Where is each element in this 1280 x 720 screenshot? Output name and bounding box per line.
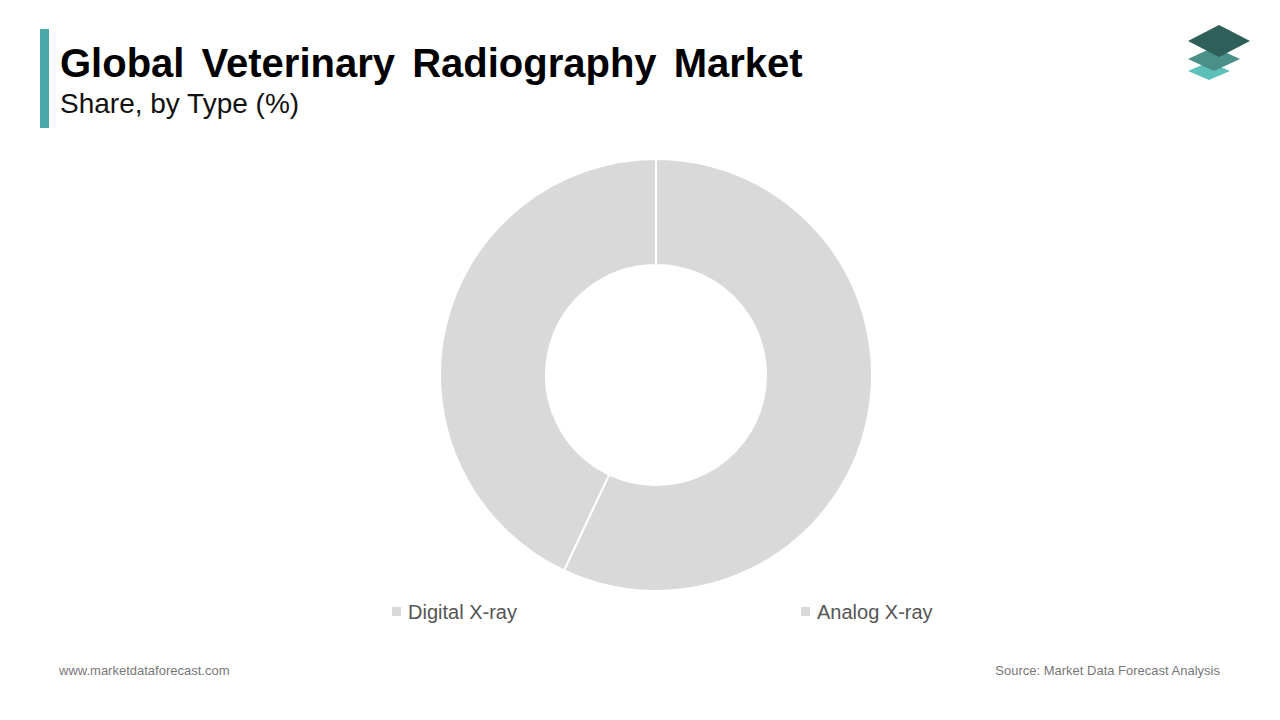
title: Global Veterinary Radiography Market bbox=[60, 41, 803, 85]
chart-canvas: Global Veterinary Radiography MarketShar… bbox=[0, 0, 1280, 720]
legend-label: Analog X-ray bbox=[817, 601, 933, 623]
logo bbox=[1188, 25, 1250, 80]
subtitle: Share, by Type (%) bbox=[60, 88, 299, 119]
legend-swatch bbox=[801, 607, 810, 616]
donut-slice bbox=[440, 159, 656, 570]
legend-label: Digital X-ray bbox=[408, 601, 517, 623]
donut bbox=[440, 159, 872, 591]
title-accent bbox=[40, 29, 49, 128]
footer-url: www.marketdataforecast.com bbox=[58, 663, 230, 678]
logo-layer bbox=[1188, 25, 1250, 57]
legend-swatch bbox=[392, 607, 401, 616]
footer-source: Source: Market Data Forecast Analysis bbox=[995, 663, 1220, 678]
